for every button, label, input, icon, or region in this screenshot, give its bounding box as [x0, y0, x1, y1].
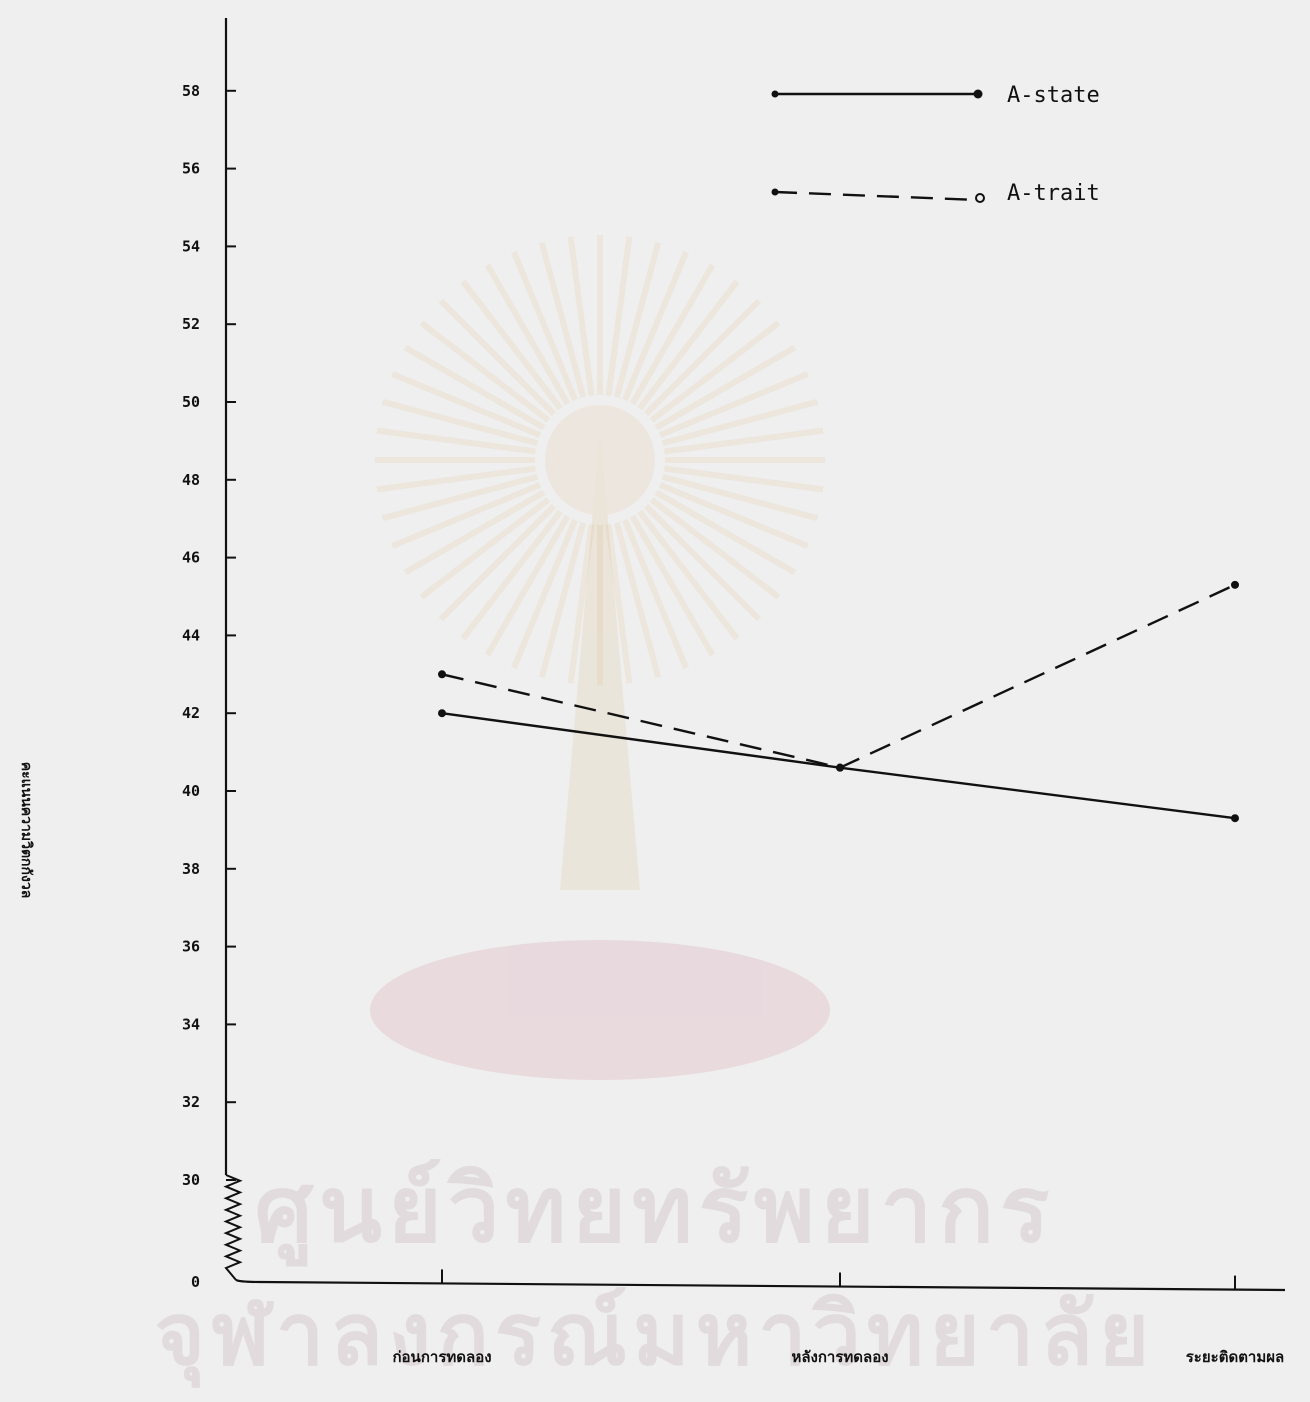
y-tick-label: 48 — [182, 471, 200, 489]
y-tick-label: 36 — [182, 938, 200, 956]
legend-end-dot — [973, 89, 983, 99]
y-tick-label: 38 — [182, 860, 200, 878]
watermark-ray — [613, 522, 662, 679]
watermark-ray — [403, 489, 546, 576]
watermark-ray — [511, 518, 578, 670]
watermark-ray — [613, 241, 662, 398]
legend-start-dot — [771, 90, 779, 98]
watermark-ray — [511, 250, 578, 402]
y-tick-label: 54 — [182, 237, 200, 255]
line-chart: 0 30 32 34 36 38 40 42 44 46 48 50 52 54 56 58 ก่อนการท… — [18, 18, 1286, 1366]
legend-start-dot — [771, 188, 779, 196]
y-tick-label: 44 — [182, 626, 200, 644]
y-tick-label: 30 — [182, 1171, 200, 1189]
y-tick-label: 46 — [182, 549, 200, 567]
x-tick-label: ก่อนการทดลอง — [392, 1348, 491, 1366]
watermark-ray — [381, 398, 538, 447]
data-point-a-trait — [438, 670, 446, 679]
watermark-ray — [654, 489, 797, 576]
y-axis: 0 30 32 34 36 38 40 42 44 46 48 50 52 54 56 58 — [182, 18, 243, 1291]
y-tick-label: 0 — [191, 1273, 200, 1291]
watermark-ray — [390, 371, 542, 438]
watermark-ray — [538, 241, 587, 398]
watermark-ray — [643, 503, 762, 622]
watermark-ray — [376, 427, 536, 455]
y-ticks: 0 30 32 34 36 38 40 42 44 46 48 50 52 54 56 58 — [182, 82, 236, 1291]
data-point-a-state — [438, 709, 446, 718]
watermark-ray — [664, 465, 824, 493]
y-tick-label: 50 — [182, 393, 200, 411]
watermark-ray — [662, 473, 819, 522]
y-tick-label: 34 — [182, 1015, 200, 1033]
watermark-ray — [403, 344, 546, 431]
axis-break-zigzag — [223, 1174, 243, 1281]
watermark-rays — [375, 235, 825, 685]
watermark-ray — [629, 263, 716, 406]
watermark-ray — [654, 344, 797, 431]
legend-label-a-trait: A-trait — [1007, 181, 1100, 206]
watermark-ray — [438, 298, 557, 417]
watermark-ray — [460, 279, 563, 411]
legend-end-dot — [975, 193, 985, 203]
watermark-ray — [484, 263, 571, 406]
y-tick-label: 56 — [182, 160, 200, 178]
watermark-ray — [419, 497, 551, 600]
x-tick-label: หลังการทดลอง — [791, 1348, 888, 1366]
x-axis-line — [235, 1278, 1286, 1292]
watermark-ray — [381, 473, 538, 522]
watermark-ray — [649, 497, 781, 600]
legend-swatch-a-trait — [774, 190, 979, 202]
legend-label-a-state: A-state — [1007, 83, 1100, 108]
watermark-ray — [538, 522, 587, 679]
watermark-ray — [605, 236, 633, 396]
x-ticks: ก่อนการทดลอง หลังการทดลอง ระยะติดตามผล — [392, 1269, 1284, 1366]
data-point-a-state — [1231, 814, 1239, 823]
watermark-ray — [419, 320, 551, 423]
watermark-ray — [438, 503, 557, 622]
watermark-ray — [622, 250, 689, 402]
watermark-ray — [629, 514, 716, 657]
watermark-ray — [649, 320, 781, 423]
watermark-ray — [567, 236, 595, 396]
series-group — [438, 580, 1239, 823]
watermark-ray — [658, 482, 810, 549]
watermark-ray — [376, 465, 536, 493]
y-tick-label: 40 — [182, 782, 200, 800]
data-point-a-trait — [1231, 580, 1239, 589]
y-tick-label: 58 — [182, 82, 200, 100]
y-tick-label: 52 — [182, 315, 200, 333]
watermark-ray — [643, 298, 762, 417]
watermark-ray — [664, 427, 824, 455]
y-axis-label: คะแนนความวิตกกังวล — [18, 762, 34, 899]
watermark-ray — [605, 524, 633, 684]
watermark-ray — [637, 509, 740, 641]
y-tick-label: 32 — [182, 1093, 200, 1111]
watermark-ray — [460, 509, 563, 641]
watermark-seal — [370, 405, 830, 1080]
watermark-ray — [622, 518, 689, 670]
watermark-ray — [662, 398, 819, 447]
watermark-ray — [658, 371, 810, 438]
x-tick-label: ระยะติดตามผล — [1186, 1348, 1284, 1366]
watermark-ray — [484, 514, 571, 657]
data-point-a-trait — [836, 763, 844, 772]
x-axis: ก่อนการทดลอง หลังการทดลอง ระยะติดตามผล — [235, 1269, 1286, 1366]
legend: A-state A-trait — [771, 83, 1100, 206]
watermark-ray — [567, 524, 595, 684]
watermark-ray — [390, 482, 542, 549]
y-tick-label: 42 — [182, 704, 200, 722]
watermark-ray — [637, 279, 740, 411]
